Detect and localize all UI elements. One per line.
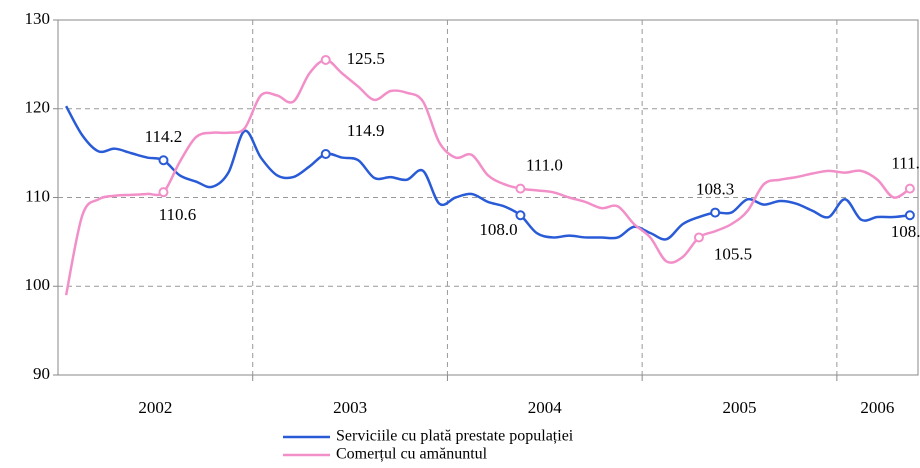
legend-label: Serviciile cu plată prestate populației [336, 428, 574, 445]
point-marker [515, 210, 526, 221]
data-label: 125.5 [347, 49, 385, 68]
series-line [64, 58, 911, 296]
point-marker [158, 155, 169, 166]
data-label: 105.5 [714, 244, 752, 263]
point-marker [158, 187, 169, 198]
point-marker [904, 210, 915, 221]
legend-label: Comerțul cu amănuntul [336, 446, 488, 463]
data-label: 108.0 [479, 220, 517, 239]
data-label: 114.9 [347, 121, 385, 140]
series-line [65, 105, 911, 241]
plot-area [57, 19, 919, 376]
data-label: 110.6 [159, 205, 197, 224]
point-marker [320, 149, 331, 160]
data-label: 111.0 [526, 156, 563, 175]
point-marker [693, 232, 704, 243]
data-label: 114.2 [145, 127, 183, 146]
y-tick-label: 90 [33, 364, 50, 383]
point-marker [320, 54, 331, 65]
y-tick-label: 130 [25, 9, 51, 28]
y-tick-label: 100 [25, 275, 51, 294]
x-tick-label: 2002 [138, 398, 172, 417]
x-tick-label: 2005 [723, 398, 757, 417]
x-tick-label: 2006 [860, 398, 894, 417]
x-tick-label: 2004 [528, 398, 563, 417]
data-label: 108.3 [696, 179, 734, 198]
x-tick-label: 2003 [333, 398, 367, 417]
data-label: 108.0 [891, 222, 920, 241]
data-label: 111.0 [891, 154, 920, 173]
point-marker [904, 183, 915, 194]
y-tick-label: 120 [25, 98, 51, 117]
y-tick-label: 110 [25, 186, 50, 205]
point-marker [710, 207, 721, 218]
point-marker [515, 183, 526, 194]
